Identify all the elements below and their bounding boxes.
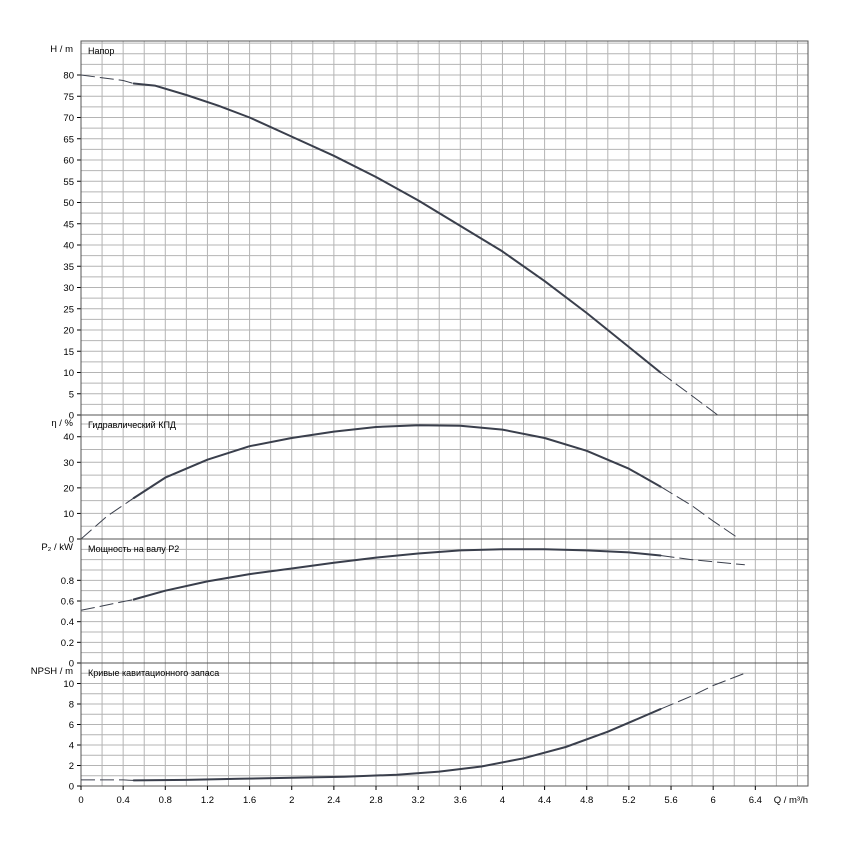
- panel-frame: [80, 662, 809, 787]
- y-tick-label: 0: [69, 782, 74, 793]
- y-tick-label: 4: [69, 741, 74, 752]
- y-axis-label: η / %: [51, 418, 73, 429]
- y-axis-label: NPSH / m: [31, 666, 73, 677]
- x-axis-label: Q / m³/h: [774, 795, 808, 806]
- curve-operating: [132, 548, 662, 601]
- curve-operating: [132, 708, 662, 782]
- y-tick-label: 20: [63, 483, 74, 494]
- y-tick-label: 2: [69, 761, 74, 772]
- series-group: [81, 424, 740, 539]
- y-tick-label: 25: [63, 304, 74, 315]
- y-tick-label: 0.4: [61, 617, 74, 628]
- y-tick-label: 40: [63, 241, 74, 252]
- x-tick-label: 2.8: [369, 795, 382, 806]
- curve-dashed-end: [660, 672, 745, 710]
- y-tick-label: 10: [63, 679, 74, 690]
- curve-operating: [132, 82, 662, 374]
- y-tick-label: 75: [63, 92, 74, 103]
- x-tick-label: 3.6: [454, 795, 467, 806]
- x-tick-label: 3.2: [412, 795, 425, 806]
- y-tick-label: 20: [63, 326, 74, 337]
- y-axis-label: P₂ / kW: [41, 542, 73, 553]
- x-tick-label: 5.6: [664, 795, 677, 806]
- y-tick-label: 0: [69, 659, 74, 670]
- y-tick-label: 0.6: [61, 597, 74, 608]
- x-tick-label: 6: [711, 795, 716, 806]
- series-group: [81, 672, 745, 782]
- y-tick-label: 35: [63, 262, 74, 273]
- y-tick-label: 6: [69, 720, 74, 731]
- x-tick-label: 4: [500, 795, 505, 806]
- x-tick-label: 2: [289, 795, 294, 806]
- x-tick-label: 2.4: [327, 795, 340, 806]
- x-axis: 0 0.4 0.8 1.2 1.6 2 2.4 2.8 3.2 3.6 4 4.4 4.8 5.2 5.6 6…: [78, 786, 808, 806]
- y-tick-label: 5: [69, 389, 74, 400]
- x-tick-label: 0.4: [117, 795, 130, 806]
- panel-1: 0 5 10 15 20 25 30 35 40 45 50 55 60 65 70 75 80 Напор H /…: [50, 40, 809, 422]
- y-tick-label: 60: [63, 156, 74, 167]
- y-tick-label: 50: [63, 198, 74, 209]
- panel-4: 0 2 4 6 8 10 Кривые кавитационного запаса NPSH …: [31, 662, 809, 793]
- curve-dashed-start: [81, 779, 134, 781]
- x-tick-label: 0: [78, 795, 83, 806]
- y-tick-label: 10: [63, 509, 74, 520]
- panel-2: 0 10 20 30 40 Гидравлический КПД η / %: [51, 414, 809, 546]
- x-tick-label: 0.8: [159, 795, 172, 806]
- y-tick-label: 40: [63, 432, 74, 443]
- y-tick-label: 0: [69, 535, 74, 546]
- x-tick-label: 5.2: [622, 795, 635, 806]
- y-tick-label: 45: [63, 219, 74, 230]
- y-tick-label: 0: [69, 411, 74, 422]
- panel-title: Кривые кавитационного запаса: [88, 668, 219, 678]
- panel-title: Напор: [88, 46, 114, 56]
- panel-3: 0 0.2 0.4 0.6 0.8 Мощность на валу P2 P₂ / kW: [41, 538, 809, 670]
- x-tick-label: 1.2: [201, 795, 214, 806]
- panel-title: Мощность на валу P2: [88, 544, 179, 554]
- y-tick-label: 70: [63, 113, 74, 124]
- curve-dashed-end: [660, 486, 740, 539]
- y-tick-label: 15: [63, 347, 74, 358]
- curve-dashed-start: [81, 74, 134, 84]
- panel-frame: [80, 414, 809, 540]
- y-axis-label: H / m: [50, 44, 73, 55]
- y-tick-label: 55: [63, 177, 74, 188]
- curve-operating: [132, 424, 662, 500]
- curve-dashed-end: [660, 555, 745, 566]
- y-tick-label: 10: [63, 368, 74, 379]
- y-tick-label: 8: [69, 700, 74, 711]
- x-tick-label: 4.8: [580, 795, 593, 806]
- y-tick-label: 0.8: [61, 576, 74, 587]
- series-group: [81, 74, 719, 415]
- curve-dashed-start: [81, 599, 134, 611]
- y-tick-label: 0.2: [61, 638, 74, 649]
- series-group: [81, 548, 745, 611]
- y-tick-label: 30: [63, 283, 74, 294]
- curve-dashed-start: [81, 497, 134, 539]
- x-tick-label: 4.4: [538, 795, 551, 806]
- x-tick-label: 1.6: [243, 795, 256, 806]
- curve-dashed-end: [660, 372, 719, 415]
- y-tick-label: 65: [63, 134, 74, 145]
- x-tick-label: 6.4: [749, 795, 762, 806]
- panel-title: Гидравлический КПД: [88, 420, 176, 430]
- y-tick-label: 30: [63, 458, 74, 469]
- y-tick-label: 80: [63, 71, 74, 82]
